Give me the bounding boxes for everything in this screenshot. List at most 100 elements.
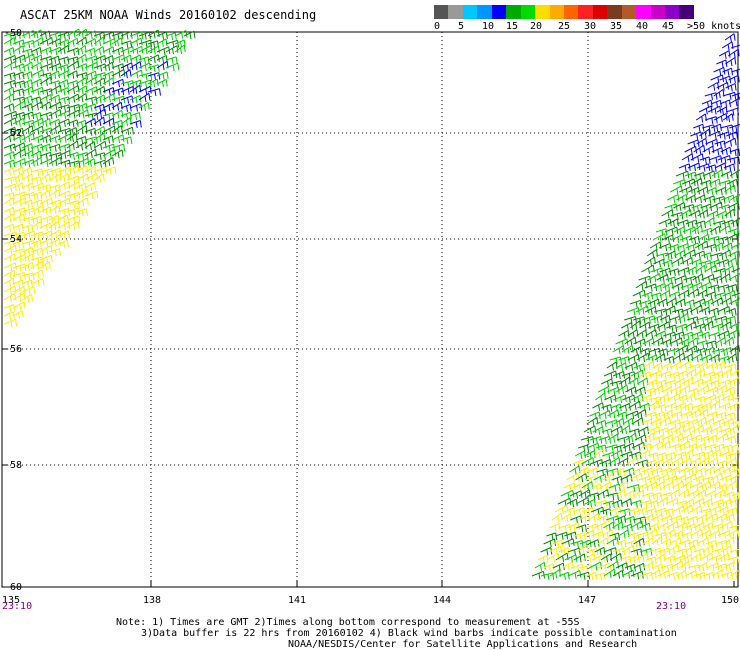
wind-barb [48, 70, 60, 80]
wind-barb [716, 106, 728, 116]
wind-barb [616, 435, 631, 444]
wind-barb [718, 204, 731, 213]
wind-barb [75, 85, 88, 95]
wind-barb [3, 285, 17, 295]
wind-barb [594, 546, 606, 556]
wind-barb [651, 362, 663, 372]
wind-barb [12, 213, 26, 223]
wind-barb [39, 206, 52, 215]
wind-barb [601, 428, 613, 437]
wind-barb [57, 143, 71, 152]
wind-barb [21, 286, 36, 295]
wind-barb [138, 72, 153, 81]
wind-barb [21, 86, 34, 95]
wind-barb [728, 74, 740, 84]
wind-barb [703, 418, 715, 427]
wind-barb [694, 194, 706, 203]
wind-barb [666, 371, 680, 380]
wind-barb [724, 233, 738, 243]
wind-barb [690, 529, 704, 539]
wind-barb [605, 468, 619, 477]
wind-barb [165, 32, 177, 41]
wind-barb [688, 209, 701, 219]
wind-barb [683, 473, 697, 483]
wind-barb [675, 344, 689, 354]
wind-barb [57, 197, 71, 207]
wind-speed-legend: 0 5 10 15 20 25 30 35 40 45 >50 knots [434, 5, 740, 33]
legend-swatch [592, 5, 608, 19]
wind-barb [673, 226, 686, 236]
wind-barb [543, 538, 556, 547]
wind-barb [48, 101, 62, 111]
wind-barb [671, 282, 684, 292]
wind-barb [656, 252, 670, 261]
wind-barb [102, 93, 116, 103]
wind-barb [686, 466, 698, 475]
wind-barb [698, 105, 713, 115]
wind-barb [566, 498, 578, 508]
wind-barb [657, 547, 671, 556]
wind-barb [57, 64, 70, 72]
wind-barb [694, 417, 707, 427]
wind-barb [3, 32, 17, 40]
wind-barb [690, 378, 704, 387]
wind-barb [57, 110, 71, 119]
time-label-left: 23:10 [2, 601, 32, 612]
wind-barb [3, 292, 17, 303]
wind-barb [625, 386, 637, 396]
wind-barb [57, 127, 72, 136]
wind-barb [39, 237, 53, 247]
wind-barb [21, 125, 34, 135]
wind-barb [12, 197, 27, 207]
wind-barb [75, 188, 88, 199]
lat-label: -58 [4, 460, 22, 471]
wind-barb [575, 496, 590, 507]
wind-barb [39, 55, 53, 64]
wind-barb [12, 310, 24, 319]
wind-barb [84, 158, 96, 167]
wind-barb [93, 173, 105, 183]
wind-barb [174, 29, 188, 39]
legend-label: 45 [662, 21, 675, 32]
wind-barb [697, 435, 710, 444]
wind-barb [93, 140, 107, 151]
wind-barb [156, 38, 168, 47]
wind-barb [675, 522, 689, 531]
legend-color-bar [434, 5, 694, 19]
wind-barb [138, 62, 152, 71]
legend-labels: 0 5 10 15 20 25 30 35 40 45 >50 knots [434, 19, 740, 33]
wind-barb [725, 107, 739, 116]
wind-barb [66, 151, 80, 160]
wind-barb [93, 159, 107, 168]
wind-barb [66, 140, 79, 150]
wind-barb [696, 562, 708, 571]
legend-swatch [477, 5, 492, 19]
wind-barb [709, 225, 721, 235]
wind-barb [627, 532, 640, 541]
wind-barb [75, 28, 88, 38]
wind-barb [48, 167, 62, 176]
wind-barb [66, 109, 81, 119]
wind-barb [654, 531, 667, 540]
wind-barb [621, 371, 636, 380]
wind-barb [726, 529, 740, 539]
wind-barb [102, 102, 115, 112]
wind-barb [675, 323, 688, 332]
wind-barb [728, 97, 740, 106]
wind-barb [622, 442, 635, 452]
wind-barb [626, 307, 640, 316]
wind-barb [650, 514, 664, 523]
wind-barb [699, 156, 711, 165]
wind-barb [712, 220, 726, 229]
wind-barb [636, 352, 650, 362]
wind-barb [709, 425, 723, 435]
wind-barb [30, 168, 44, 177]
wind-barb [698, 457, 710, 467]
wind-barb [690, 153, 704, 163]
wind-barb [580, 436, 595, 444]
lat-label: -54 [4, 234, 22, 245]
wind-barb [156, 71, 169, 80]
wind-barb [663, 529, 677, 539]
wind-barb [635, 280, 648, 291]
note-line-1: Note: 1) Times are GMT 2)Times along bot… [116, 617, 580, 628]
